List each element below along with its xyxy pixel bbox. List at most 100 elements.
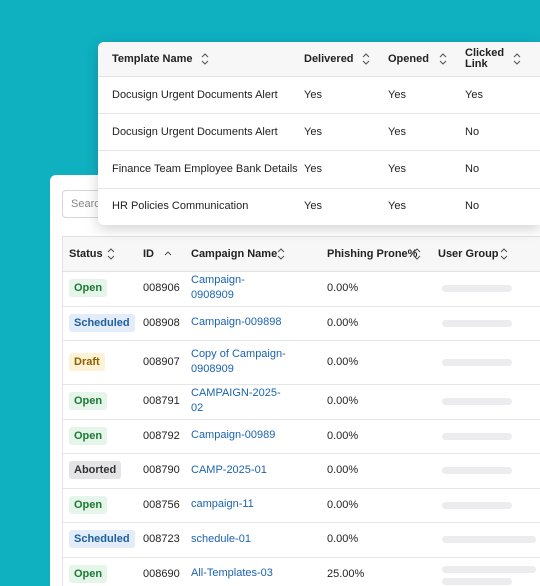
campaign-link[interactable]: schedule-01	[191, 532, 251, 545]
id-cell: 008790	[143, 464, 180, 477]
status-cell: Open	[69, 271, 108, 306]
sort-icon[interactable]	[361, 52, 371, 66]
table-row: Scheduled 008908 Campaign-009898 0.00%	[63, 306, 540, 341]
status-badge: Scheduled	[69, 313, 135, 332]
table-cell: Docusign Urgent Documents Alert	[112, 88, 278, 101]
campaign-link[interactable]: campaign-11	[191, 498, 254, 511]
table-cell: Yes	[304, 125, 322, 138]
sort-chevron	[277, 248, 285, 260]
table-cell: Yes	[388, 200, 406, 213]
status-cell: Scheduled	[69, 522, 135, 557]
sort-chevron	[107, 248, 115, 260]
table-row: Open 008756 campaign-11 0.00%	[63, 488, 540, 523]
sort-chevron	[500, 248, 508, 260]
table-cell: Yes	[304, 163, 322, 176]
placeholder-bar	[442, 501, 512, 509]
campaign-link[interactable]: Campaign-0908909	[191, 274, 245, 302]
table-row: Open 008906 Campaign-0908909 0.00%	[63, 271, 540, 307]
table-cell: Finance Team Employee Bank Details	[112, 163, 298, 176]
phishing-cell: 0.00%	[327, 498, 359, 511]
sort-chevron	[362, 53, 370, 65]
table-cell: Yes	[388, 88, 406, 101]
status-badge: Open	[69, 279, 108, 298]
id-cell: 008906	[143, 282, 180, 295]
sort-icon[interactable]	[163, 247, 173, 261]
placeholder-bar	[442, 565, 536, 573]
table-header: Template Name Delivered Opened Clicked Link	[98, 42, 540, 77]
sort-icon[interactable]	[512, 52, 522, 66]
placeholder-bar	[442, 319, 512, 327]
templates-card: Template Name Delivered Opened Clicked Link…	[98, 42, 540, 225]
table-cell: HR Policies Communication	[112, 200, 249, 213]
table-cell: Docusign Urgent Documents Alert	[112, 125, 278, 138]
table-cell: Yes	[465, 88, 483, 101]
id-cell: 008723	[143, 533, 180, 546]
column-header: Template Name	[112, 53, 193, 65]
campaign-link[interactable]: Campaign-009898	[191, 316, 282, 329]
table-row: HR Policies Communication Yes Yes No	[98, 188, 540, 225]
phishing-cell: 0.00%	[327, 429, 359, 442]
campaign-link[interactable]: Campaign-00989	[191, 429, 276, 442]
placeholder-bar	[442, 536, 536, 544]
sort-chevron	[413, 248, 421, 260]
placeholder-bar	[442, 432, 512, 440]
templates-table: Template Name Delivered Opened Clicked Link…	[98, 42, 540, 225]
campaign-link[interactable]: All-Templates-03	[191, 567, 273, 580]
campaign-link[interactable]: Copy of Campaign-0908909	[191, 348, 286, 375]
status-badge: Open	[69, 564, 108, 583]
table-row: Docusign Urgent Documents Alert Yes Yes Yes	[98, 76, 540, 114]
status-badge: Open	[69, 426, 108, 445]
table-cell: Yes	[388, 163, 406, 176]
sort-icon[interactable]	[106, 247, 116, 261]
column-header: ID	[143, 248, 154, 260]
status-cell: Draft	[69, 340, 105, 384]
id-cell: 008791	[143, 395, 180, 408]
table-row: Draft 008907 Copy of Campaign-0908909 0.00%	[63, 340, 540, 385]
phishing-cell: 0.00%	[327, 395, 359, 408]
status-cell: Open	[69, 488, 108, 523]
status-cell: Aborted	[69, 453, 122, 488]
table-row: Aborted 008790 CAMP-2025-01 0.00%	[63, 453, 540, 489]
campaigns-table: Status ID Campaign Name Phishing Prone% User…	[62, 236, 540, 586]
id-cell: 008756	[143, 498, 180, 511]
status-cell: Open	[69, 419, 108, 454]
status-cell: Open	[69, 384, 108, 419]
campaign-link[interactable]: CAMP-2025-01	[191, 463, 267, 476]
column-header: User Group	[438, 248, 499, 260]
sort-icon[interactable]	[276, 247, 286, 261]
column-header: Opened	[388, 53, 429, 65]
status-cell: Open	[69, 557, 108, 586]
sort-icon[interactable]	[200, 52, 210, 66]
sort-chevron	[201, 53, 209, 65]
placeholder-bar	[442, 577, 512, 585]
status-badge: Open	[69, 392, 108, 411]
sort-icon[interactable]	[499, 247, 509, 261]
placeholder-bar	[442, 467, 512, 475]
column-header: Campaign Name	[191, 248, 278, 260]
placeholder-bar	[442, 398, 512, 406]
phishing-cell: 25.00%	[327, 567, 365, 580]
sort-icon[interactable]	[438, 52, 448, 66]
status-badge: Scheduled	[69, 530, 135, 549]
campaigns-card: Search Status ID Campaign Name Phishing Pro…	[50, 175, 540, 586]
status-badge: Aborted	[69, 461, 122, 480]
column-header: Status	[69, 248, 103, 260]
status-badge: Open	[69, 495, 108, 514]
id-cell: 008792	[143, 429, 180, 442]
table-cell: Yes	[304, 200, 322, 213]
table-cell: No	[465, 125, 480, 138]
column-header: Delivered	[304, 53, 354, 65]
sort-chevron	[439, 53, 447, 65]
campaign-link[interactable]: CAMPAIGN-2025-02	[191, 387, 281, 415]
phishing-cell: 0.00%	[327, 316, 359, 329]
table-row: Open 008791 CAMPAIGN-2025-02 0.00%	[63, 384, 540, 420]
id-cell: 008690	[143, 567, 180, 580]
phishing-cell: 0.00%	[327, 282, 359, 295]
table-cell: No	[465, 200, 480, 213]
status-cell: Scheduled	[69, 306, 135, 341]
column-header: Phishing Prone%	[327, 248, 418, 260]
sort-icon[interactable]	[412, 247, 422, 261]
table-header: Status ID Campaign Name Phishing Prone% User…	[63, 237, 540, 272]
placeholder-bar	[442, 359, 512, 366]
